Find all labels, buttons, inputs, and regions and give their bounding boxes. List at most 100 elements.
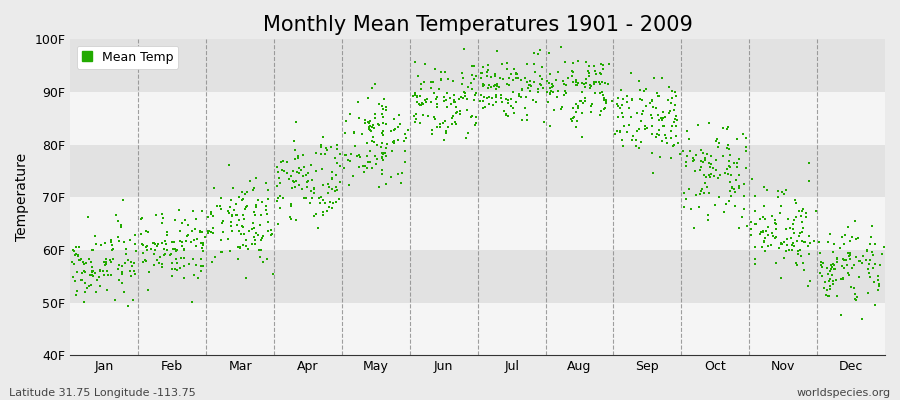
- Point: [756, 214, 770, 220]
- Point: [259, 207, 274, 214]
- Point: [588, 90, 602, 96]
- Point: [291, 153, 305, 160]
- Point: [394, 170, 409, 176]
- Point: [189, 242, 203, 249]
- Point: [293, 167, 308, 173]
- Point: [356, 163, 370, 170]
- Point: [189, 262, 203, 268]
- Point: [289, 119, 303, 125]
- Point: [189, 216, 203, 222]
- Point: [860, 266, 875, 273]
- Point: [602, 61, 616, 67]
- Point: [325, 205, 339, 211]
- Point: [307, 186, 321, 192]
- Point: [391, 137, 405, 143]
- Point: [292, 182, 306, 188]
- Point: [510, 71, 525, 78]
- Point: [357, 120, 372, 127]
- Point: [248, 237, 262, 243]
- Point: [786, 240, 800, 246]
- Point: [416, 101, 430, 107]
- Point: [124, 273, 139, 279]
- Point: [374, 154, 389, 160]
- Point: [377, 149, 392, 156]
- Point: [838, 232, 852, 238]
- Point: [288, 156, 302, 162]
- Point: [593, 70, 608, 76]
- Point: [700, 217, 715, 224]
- Point: [178, 238, 193, 244]
- Point: [305, 195, 320, 202]
- Point: [313, 200, 328, 206]
- Point: [724, 185, 739, 191]
- Point: [733, 183, 747, 189]
- Point: [410, 92, 424, 99]
- Point: [518, 75, 533, 82]
- Point: [531, 89, 545, 96]
- Point: [696, 159, 710, 165]
- Point: [707, 173, 722, 179]
- Point: [93, 282, 107, 289]
- Point: [748, 221, 762, 228]
- Point: [748, 207, 762, 214]
- Point: [840, 262, 854, 269]
- Point: [419, 98, 434, 105]
- Point: [860, 248, 875, 254]
- Point: [239, 202, 254, 209]
- Point: [615, 137, 629, 143]
- Point: [801, 160, 815, 166]
- Point: [387, 127, 401, 134]
- Point: [464, 113, 479, 119]
- Point: [316, 134, 330, 140]
- Point: [392, 124, 406, 130]
- Point: [75, 277, 89, 284]
- Point: [664, 87, 679, 94]
- Point: [847, 285, 861, 291]
- Point: [652, 116, 666, 123]
- Point: [194, 229, 209, 235]
- Point: [364, 159, 378, 165]
- Point: [430, 104, 445, 110]
- Point: [412, 93, 427, 100]
- Point: [254, 246, 268, 253]
- Point: [236, 212, 250, 218]
- Point: [669, 92, 683, 99]
- Point: [778, 186, 793, 193]
- Point: [155, 240, 169, 246]
- Point: [440, 90, 454, 96]
- Point: [386, 138, 400, 145]
- Point: [508, 71, 523, 78]
- Point: [836, 276, 850, 282]
- Point: [100, 287, 114, 293]
- Point: [363, 123, 377, 130]
- Point: [419, 96, 434, 102]
- Point: [634, 97, 649, 104]
- Point: [398, 148, 412, 154]
- Point: [827, 262, 842, 268]
- Point: [814, 258, 828, 265]
- Point: [716, 152, 731, 159]
- Point: [413, 102, 428, 108]
- Point: [398, 131, 412, 137]
- Point: [438, 130, 453, 137]
- Point: [126, 297, 140, 304]
- Point: [201, 213, 215, 220]
- Text: worldspecies.org: worldspecies.org: [796, 388, 891, 398]
- Point: [861, 290, 876, 296]
- Point: [558, 90, 572, 96]
- Point: [663, 128, 678, 134]
- Point: [94, 268, 108, 274]
- Point: [106, 256, 121, 262]
- Point: [723, 164, 737, 170]
- Point: [850, 235, 865, 242]
- Point: [593, 90, 608, 96]
- Point: [363, 127, 377, 134]
- Point: [76, 259, 90, 266]
- Point: [376, 114, 391, 120]
- Point: [666, 143, 680, 149]
- Point: [638, 126, 652, 132]
- Point: [319, 145, 333, 152]
- Bar: [70, 197, 885, 250]
- Point: [775, 240, 789, 247]
- Point: [506, 89, 520, 96]
